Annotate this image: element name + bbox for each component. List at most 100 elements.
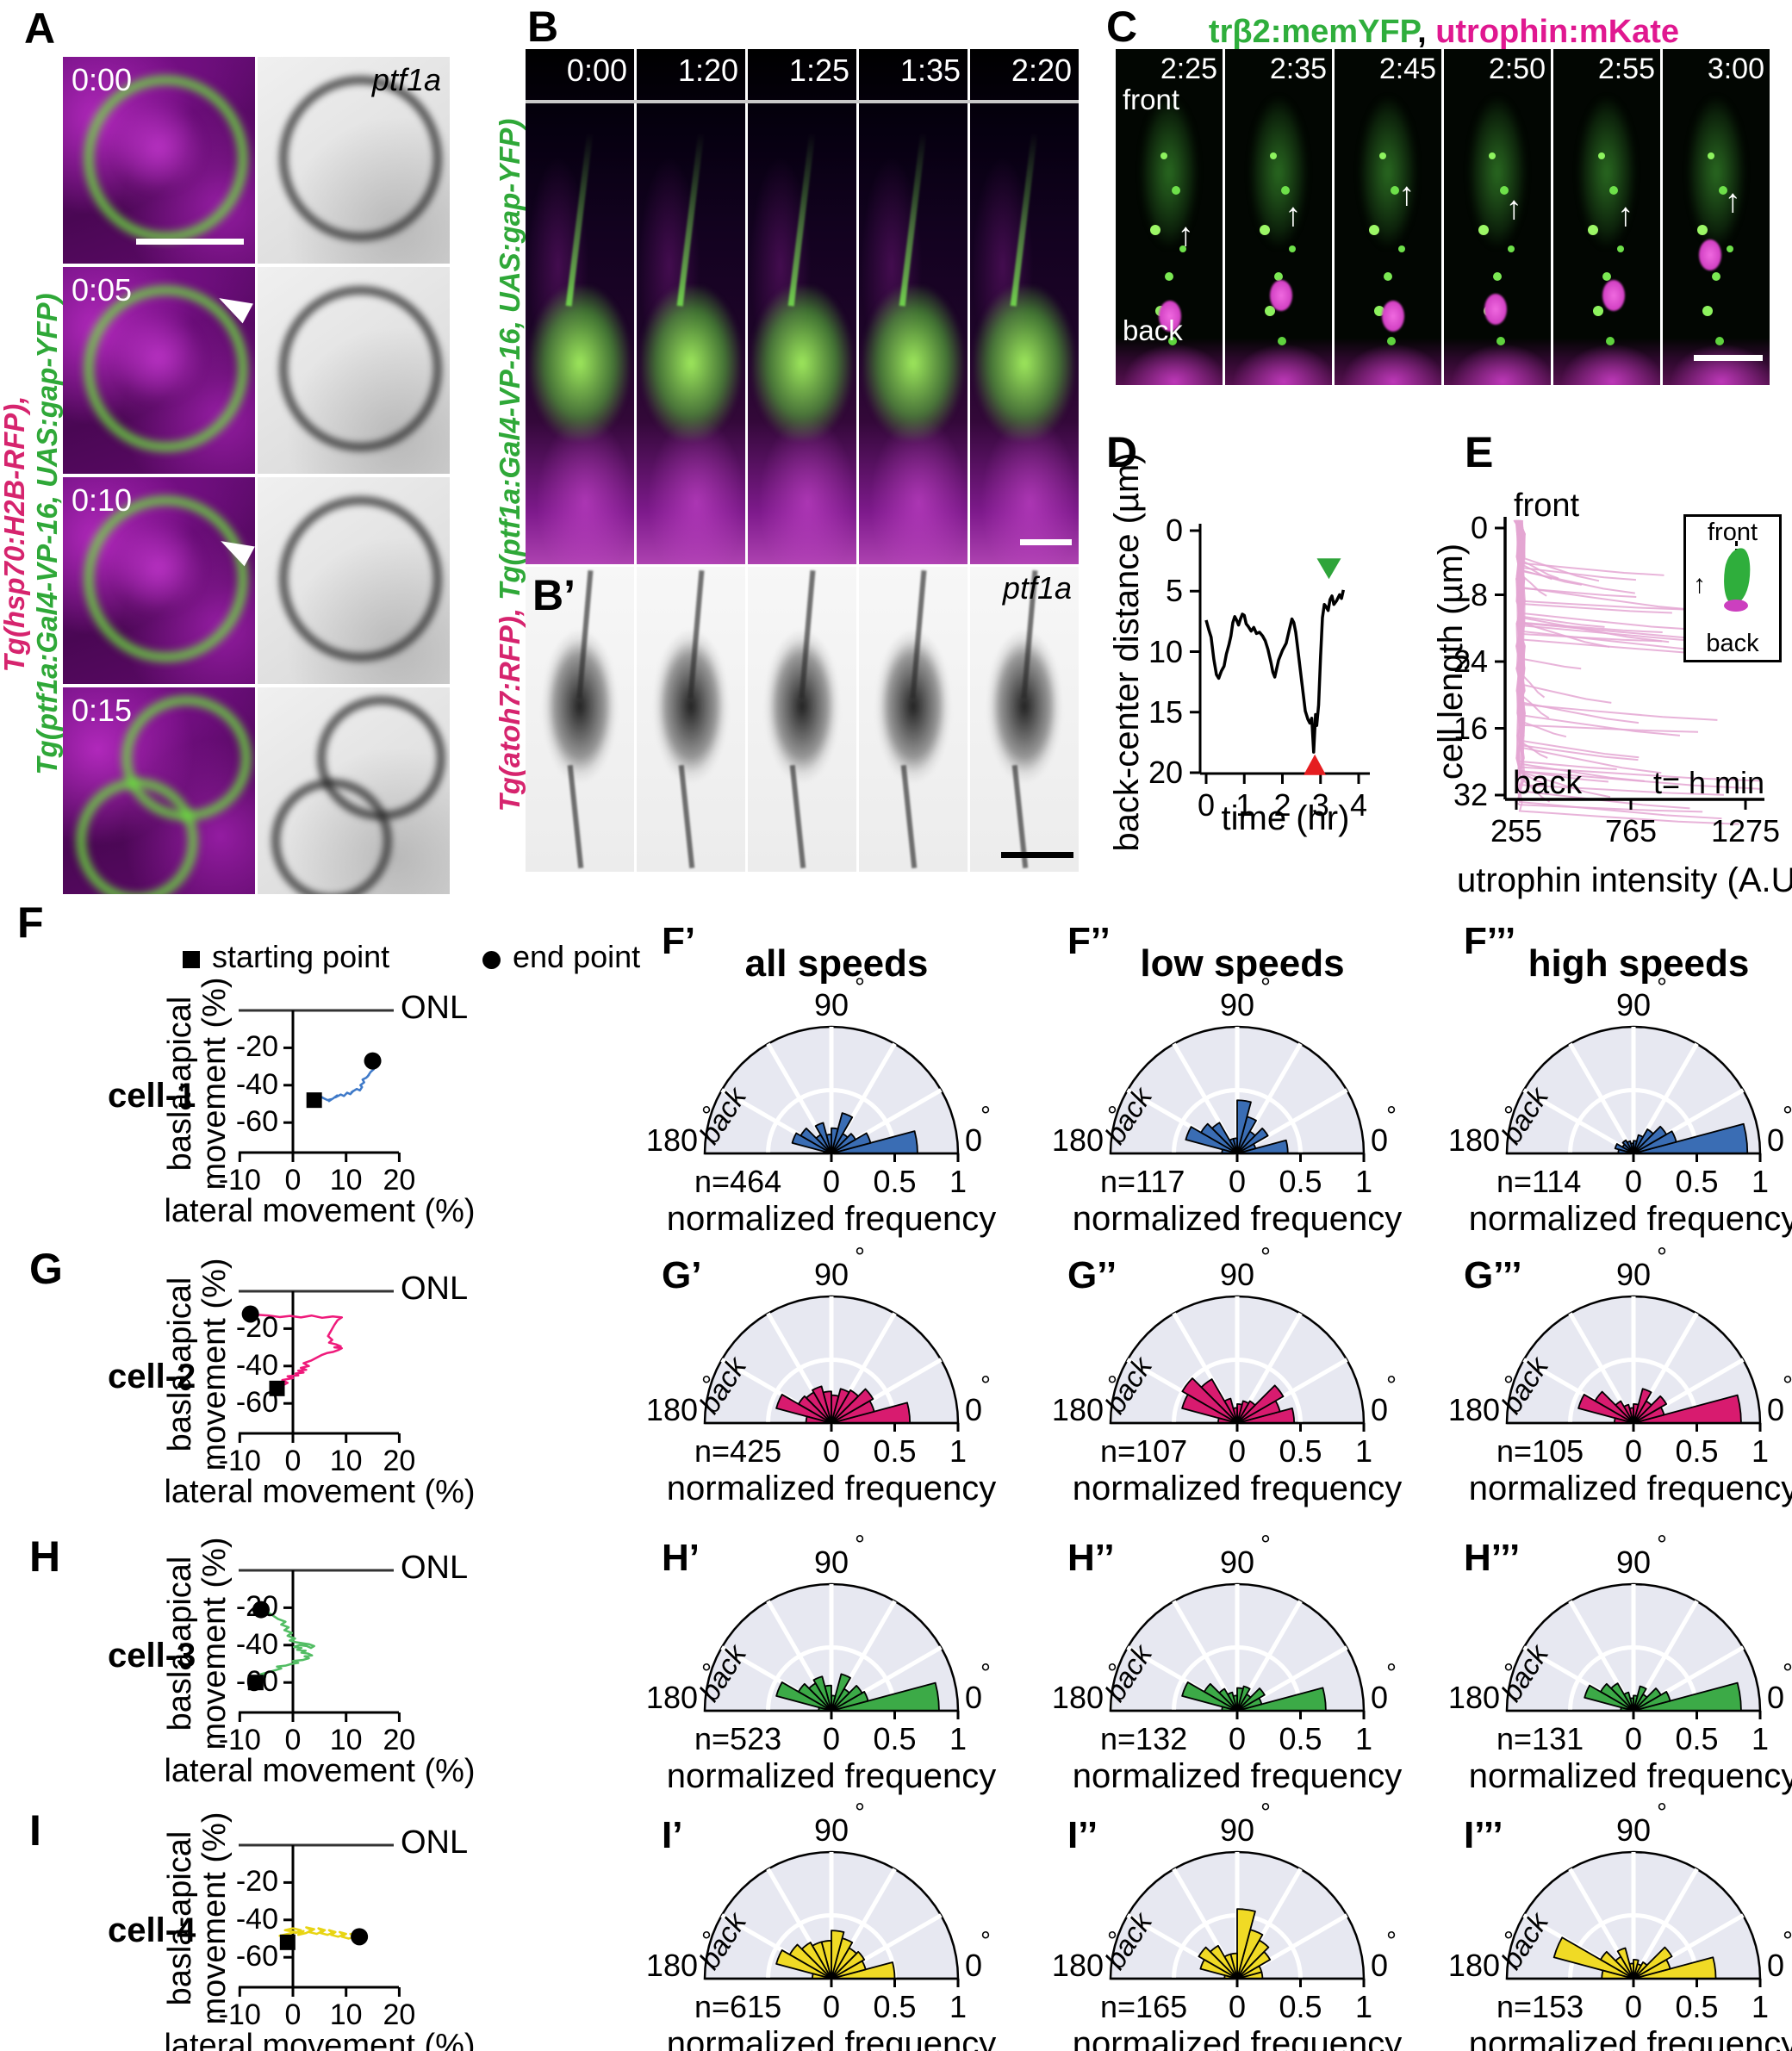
rose-bar: [1236, 1908, 1256, 1980]
rose-0-label: 0: [1371, 1680, 1389, 1715]
rose-title: all speeds: [744, 942, 929, 985]
rose-bar: [831, 1402, 912, 1424]
e-trace: [1517, 519, 1612, 704]
speckles-art: [1270, 152, 1277, 159]
rose-degree-symbol: °: [980, 1659, 991, 1687]
rose-bar: [808, 1682, 832, 1712]
rose-bar: [1633, 1122, 1749, 1154]
rose-xtick-label: 0.5: [1675, 1989, 1719, 2024]
rose-grid-spoke: [1172, 1868, 1240, 1980]
cell-art: [980, 609, 1068, 830]
rose-degree-symbol: °: [855, 973, 865, 1002]
traj-ylabel: basla-apical movement (%): [162, 1258, 233, 1471]
micrograph-c-6: 3:00 ↑: [1663, 49, 1770, 385]
e-trace: [1515, 519, 1551, 803]
rose-bar: [1203, 1682, 1238, 1712]
rose-bar: [812, 1675, 832, 1712]
rose-bar: [1633, 1134, 1644, 1154]
rose-grid-spoke: [1568, 1600, 1636, 1712]
rose-bar: [812, 1385, 832, 1424]
micrograph-a-color-1: 0:00: [63, 57, 255, 264]
rose-xtick-label: 0.5: [1279, 1433, 1322, 1469]
mkate-blob-art: [1270, 280, 1293, 312]
rose-degree-symbol: °: [1260, 1799, 1271, 1827]
d-curve: [1204, 589, 1346, 754]
e-trace: [1516, 519, 1610, 648]
traj-xtick-label: 20: [383, 1998, 416, 2031]
cell-membrane-art: [278, 285, 442, 452]
rose-bar: [1236, 1697, 1263, 1712]
timestamp: 2:45: [1378, 53, 1436, 85]
rose-bar: [1623, 1403, 1634, 1424]
rose-bar: [797, 1395, 832, 1424]
gene-tag: ptf1a: [1002, 570, 1072, 606]
rose-xlabel: normalized frequency: [666, 1200, 997, 1238]
rose-bar: [1623, 1691, 1634, 1712]
e-trace: [1516, 519, 1608, 783]
start-marker: [306, 1092, 322, 1109]
rose-degree-symbol: °: [855, 1531, 865, 1559]
rose-n-label: n=464: [694, 1164, 782, 1199]
rose-bar: [1236, 1950, 1272, 1980]
rose-bar: [1633, 1956, 1717, 1980]
rose-bar: [791, 1132, 832, 1154]
micrograph-a-color-3: 0:10: [63, 477, 255, 684]
rose-grid-spoke: [1631, 1868, 1699, 1980]
rose-grid-spoke: [1235, 1645, 1348, 1713]
rose-bar: [812, 1941, 832, 1980]
speckles-art: [1489, 152, 1496, 159]
traj-xtick-label: 0: [284, 1445, 302, 1477]
rose-bar: [1223, 1953, 1238, 1980]
e-trace: [1516, 519, 1547, 597]
rose-grid-ring: [1568, 1912, 1699, 1980]
onl-label: ONL: [401, 990, 469, 1026]
timestamp: 0:15: [72, 693, 133, 728]
traj-ytick-label: -20: [235, 1865, 278, 1899]
rose-degree-symbol: °: [1386, 1102, 1397, 1130]
micrograph-a-gray-4: [258, 687, 450, 894]
rose-180-label: 180: [1051, 1680, 1104, 1715]
rose-bar: [824, 1684, 832, 1712]
rose-bar: [1227, 1691, 1238, 1712]
rose-grid-ring: [1568, 1087, 1699, 1154]
rose-bar: [1577, 1394, 1634, 1424]
rose-panel-label: I’: [662, 1814, 683, 1856]
rose-panel-label: I’’: [1067, 1814, 1098, 1856]
rose-bar: [831, 1112, 854, 1154]
rose-bar: [805, 1415, 832, 1424]
rose-bar: [1615, 1955, 1634, 1980]
rose-grid-spoke: [766, 1042, 834, 1155]
panel-b-transgene-label: Tg(atoh7:RFP), Tg(ptf1a:Gal4-VP-16, UAS:…: [494, 119, 526, 812]
rose-0-label: 0: [1371, 1392, 1389, 1427]
rose-bar: [788, 1943, 832, 1980]
micrograph-c-1: 2:25 front back ↑: [1116, 49, 1223, 385]
e-trace: [1514, 519, 1567, 738]
rose-bar: [831, 1400, 875, 1424]
rose-bar: [1633, 1946, 1673, 1980]
rose-bar: [1185, 1126, 1238, 1154]
rose-grid-spoke: [1632, 1913, 1745, 1981]
traj-ytick-label: -40: [235, 1348, 278, 1382]
d-ytick-label: 10: [1148, 633, 1183, 669]
gfp-cell-art: [863, 286, 963, 441]
rose-grid-ring: [1568, 1357, 1699, 1424]
panel-a-label: A: [24, 4, 56, 53]
nucleus-art: [112, 522, 205, 614]
rose-degree-symbol: °: [1260, 973, 1271, 1002]
rose-bar: [1633, 1406, 1665, 1424]
rose-bar: [831, 1132, 872, 1154]
rose-degree-symbol: °: [1657, 973, 1667, 1002]
e-trace: [1517, 519, 1637, 598]
rose-bar: [1599, 1950, 1634, 1980]
d-xtick-label: 1: [1235, 787, 1254, 823]
rose-degree-symbol: °: [1783, 1371, 1792, 1400]
rose-grid-spoke: [1235, 1358, 1348, 1426]
rose-90-label: 90: [1615, 1812, 1652, 1848]
circle-marker-icon: [482, 951, 501, 969]
gfp-cell-art: [974, 286, 1074, 441]
rose-bar: [831, 1673, 851, 1712]
rose-title: high speeds: [1528, 942, 1750, 985]
speckles-art: [1379, 152, 1386, 159]
rose-bar: [1633, 1685, 1647, 1712]
rose-bar: [1633, 1388, 1652, 1424]
